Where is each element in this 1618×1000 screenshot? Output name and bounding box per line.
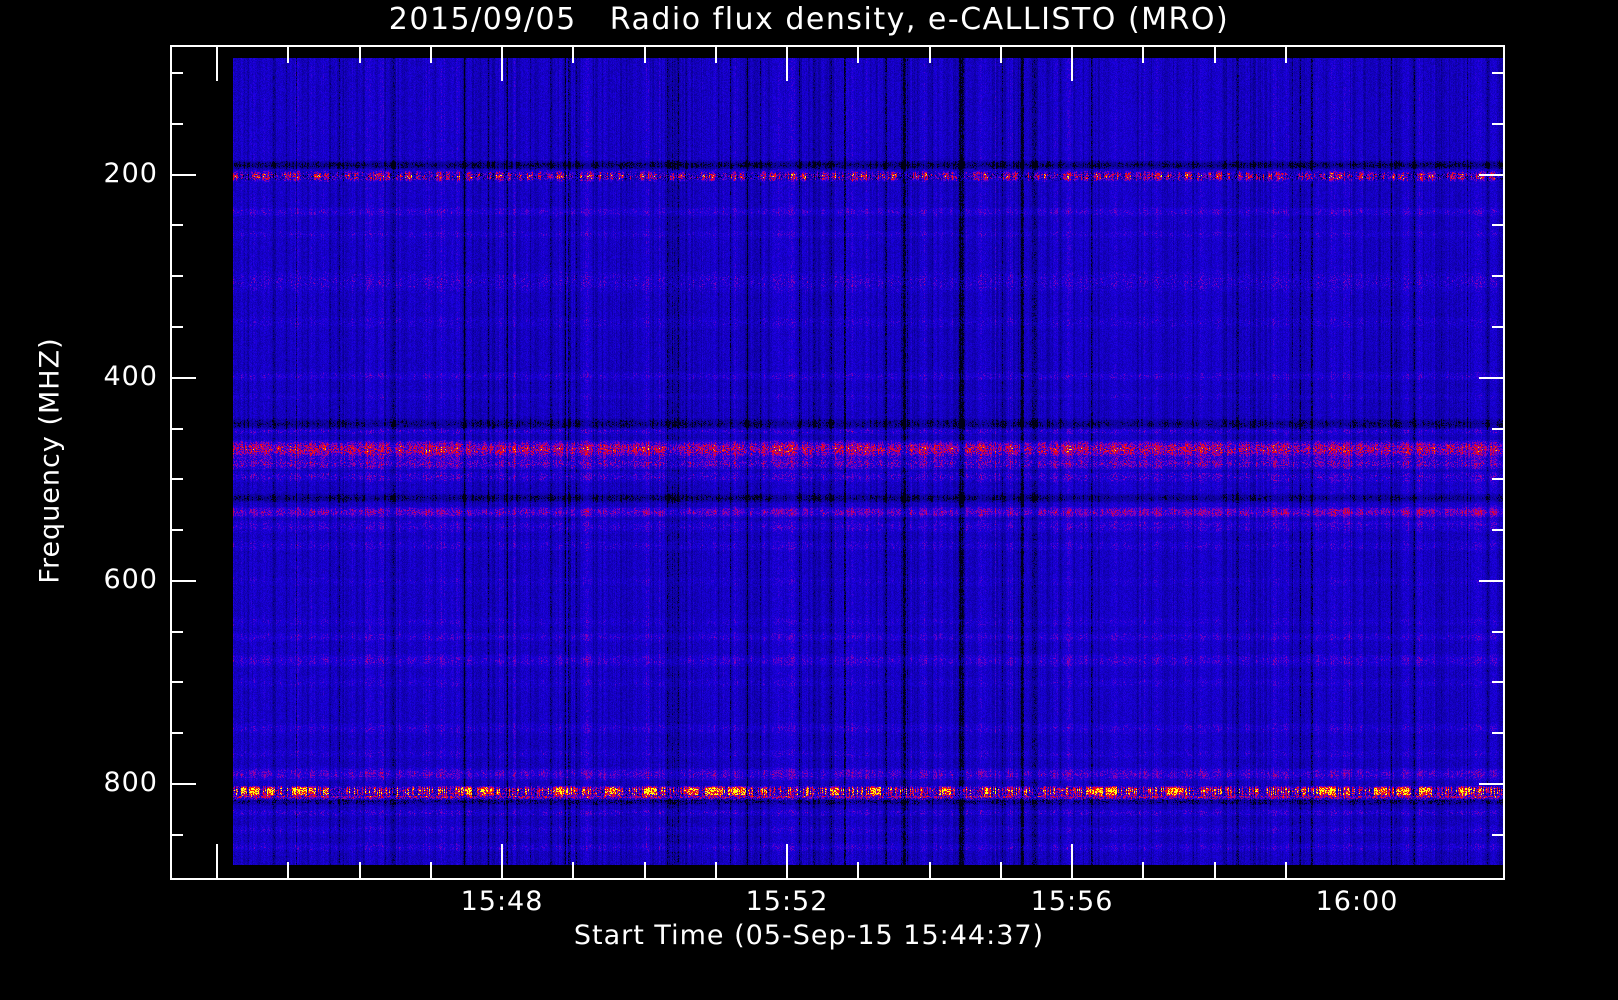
x-tick-label-1600: 16:00 [1315,886,1399,917]
x-tick-minor [1142,862,1145,880]
x-tick-minor [572,862,575,880]
x-tick-top-major [786,45,788,81]
x-tick-minor [358,862,361,880]
y-axis-title: Frequency (MHZ) [34,337,66,584]
x-tick-top-minor [1284,45,1287,63]
x-tick-major [501,844,503,880]
y-tick-label-800: 800 [103,766,158,798]
x-tick-top-minor [1142,45,1145,63]
x-tick-minor [928,862,931,880]
x-tick-label-1556: 15:56 [1030,886,1114,917]
y-tick-right-750 [1492,732,1505,735]
x-tick-top-minor [358,45,361,63]
y-tick-right-700 [1492,681,1505,684]
y-tick-right-450 [1492,427,1505,430]
x-tick-top-major [501,45,503,81]
x-tick-top-minor [928,45,931,63]
y-tick-600 [170,579,196,582]
y-tick-750 [170,732,183,735]
x-tick-top-major [1071,45,1073,81]
y-tick-150 [170,122,183,125]
x-tick-top-minor [643,45,646,63]
y-tick-label-600: 600 [103,563,158,595]
y-tick-800 [170,782,196,785]
y-tick-right-100 [1492,72,1505,75]
x-tick-minor [287,862,290,880]
x-axis-title: Start Time (05-Sep-15 15:44:37) [573,920,1045,951]
x-tick-top-minor [572,45,575,63]
y-tick-right-550 [1492,529,1505,532]
y-tick-label-400: 400 [103,360,158,392]
x-tick-top-minor [999,45,1002,63]
x-tick-top-minor [429,45,432,63]
y-tick-200 [170,173,196,176]
y-tick-right-650 [1492,630,1505,633]
y-tick-right-500 [1492,478,1505,481]
y-tick-250 [170,224,183,227]
spectrogram-image [233,58,1503,865]
x-tick-minor [714,862,717,880]
y-tick-right-800 [1479,782,1505,785]
y-tick-label-200: 200 [103,157,158,189]
x-tick-minor [1284,862,1287,880]
x-tick-minor [999,862,1002,880]
y-tick-850 [170,833,183,836]
x-tick-top-minor [287,45,290,63]
y-tick-350 [170,326,183,328]
x-tick-minor [1213,862,1216,880]
x-tick-minor [857,862,860,880]
x-tick-top-major [216,45,218,81]
y-tick-right-350 [1492,326,1505,328]
x-tick-major [1071,844,1073,880]
x-tick-top-minor [857,45,860,63]
y-tick-700 [170,681,183,684]
y-tick-400 [170,376,196,379]
y-tick-500 [170,478,183,481]
x-tick-label-1552: 15:52 [745,886,829,917]
y-tick-right-300 [1492,275,1505,278]
y-tick-right-600 [1479,579,1505,582]
y-tick-650 [170,630,183,633]
x-tick-top-minor [714,45,717,63]
x-tick-major [216,844,218,880]
y-tick-right-400 [1479,376,1505,379]
y-tick-100 [170,72,183,75]
y-tick-right-250 [1492,224,1505,227]
x-tick-top-minor [1213,45,1216,63]
y-tick-right-850 [1492,833,1505,836]
y-tick-550 [170,529,183,532]
y-tick-right-150 [1492,122,1505,125]
y-tick-300 [170,275,183,278]
x-tick-major [786,844,788,880]
x-tick-minor [429,862,432,880]
y-tick-right-200 [1479,173,1505,176]
x-tick-minor [643,862,646,880]
plot-frame [170,45,1505,880]
x-tick-label-1548: 15:48 [460,886,544,917]
y-tick-450 [170,427,183,430]
figure-title: 2015/09/05 Radio flux density, e-CALLIST… [388,2,1230,37]
